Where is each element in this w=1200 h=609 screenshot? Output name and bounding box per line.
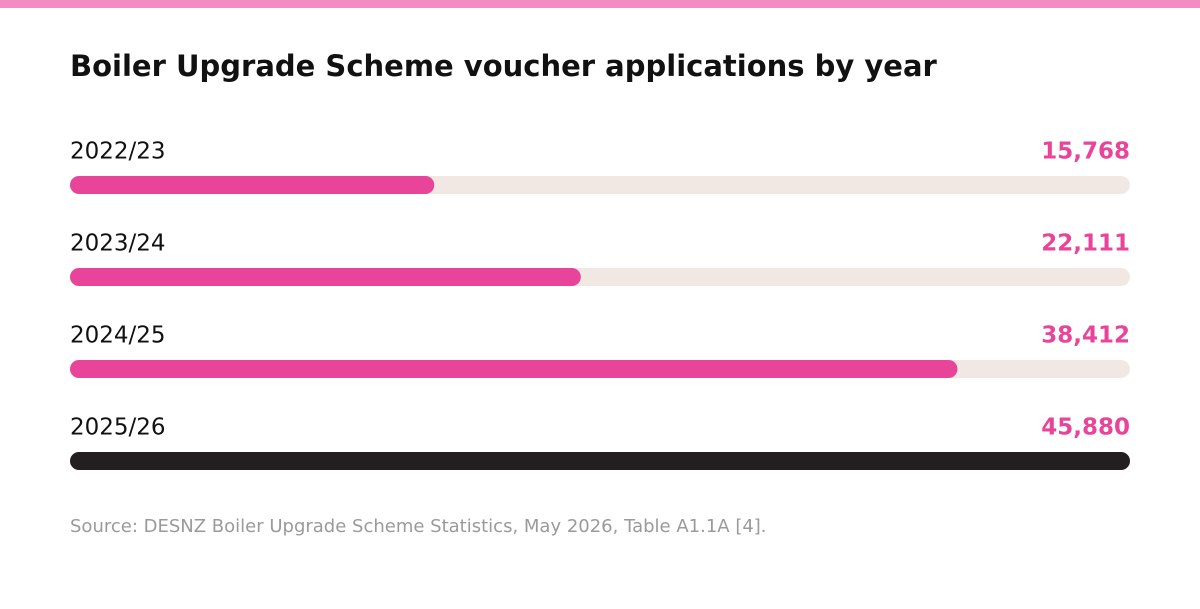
- bar: [70, 268, 581, 286]
- value-label: 22,111: [1041, 231, 1130, 257]
- chart-title: Boiler Upgrade Scheme voucher applicatio…: [70, 49, 938, 83]
- category-label: 2025/26: [70, 415, 166, 441]
- source-note: Source: DESNZ Boiler Upgrade Scheme Stat…: [70, 516, 767, 537]
- value-label: 45,880: [1041, 415, 1130, 441]
- category-label: 2023/24: [70, 231, 166, 257]
- value-label: 15,768: [1041, 139, 1130, 165]
- bar: [70, 452, 1130, 470]
- category-label: 2022/23: [70, 139, 166, 165]
- bar: [70, 360, 958, 378]
- value-label: 38,412: [1041, 323, 1130, 349]
- category-label: 2024/25: [70, 323, 166, 349]
- bar: [70, 176, 435, 194]
- top-stripe: [0, 0, 1200, 8]
